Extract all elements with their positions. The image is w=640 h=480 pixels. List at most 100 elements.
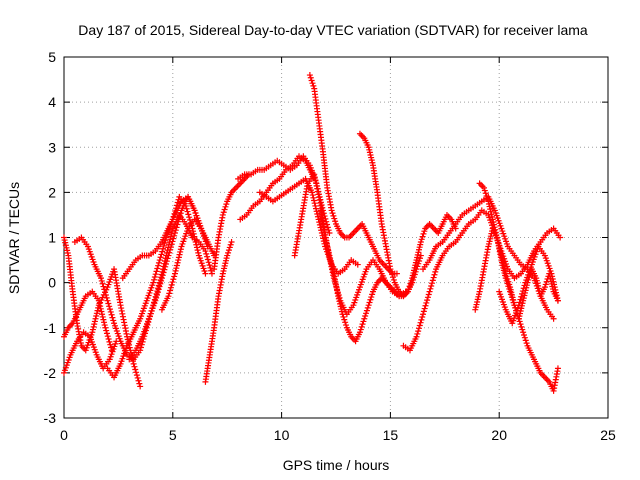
data-point	[324, 224, 331, 231]
data-point	[104, 333, 111, 340]
data-point	[191, 233, 198, 240]
data-point	[155, 286, 162, 293]
data-point	[366, 299, 373, 306]
data-point	[342, 319, 349, 326]
data-point	[326, 229, 333, 236]
data-point	[363, 310, 370, 317]
data-point	[167, 244, 174, 251]
data-point	[429, 277, 436, 284]
data-point	[480, 184, 487, 191]
series-track-17	[356, 130, 459, 300]
x-tick-label: 5	[169, 427, 177, 443]
data-point	[516, 299, 523, 306]
data-point	[425, 291, 432, 298]
series-track-02	[61, 329, 120, 376]
data-point	[415, 325, 422, 332]
data-point	[363, 307, 370, 314]
data-point	[418, 236, 425, 243]
y-tick-label: -1	[44, 320, 57, 336]
data-point	[404, 288, 411, 295]
data-point	[108, 347, 115, 354]
series-track-16	[317, 207, 424, 345]
data-point	[225, 247, 232, 254]
data-point	[154, 292, 161, 299]
data-point	[176, 251, 183, 258]
data-point	[175, 257, 182, 264]
data-point	[108, 311, 115, 318]
data-point	[541, 284, 548, 291]
data-point	[95, 297, 102, 304]
data-point	[177, 210, 184, 217]
data-point	[343, 322, 350, 329]
data-point	[368, 294, 375, 301]
data-point	[367, 296, 374, 303]
data-point	[158, 251, 165, 258]
data-point	[420, 308, 427, 315]
data-point	[135, 377, 142, 384]
data-point	[219, 211, 226, 218]
data-point	[416, 322, 423, 329]
data-points	[61, 72, 564, 394]
data-point	[160, 242, 167, 249]
data-point	[389, 271, 396, 278]
data-point	[93, 310, 100, 317]
data-point	[96, 300, 103, 307]
data-point	[98, 308, 105, 315]
data-point	[519, 290, 526, 297]
data-point	[101, 286, 108, 293]
data-point	[221, 206, 228, 213]
data-point	[158, 277, 165, 284]
data-point	[332, 218, 339, 225]
y-tick-label: 4	[48, 94, 56, 110]
data-point	[365, 302, 372, 309]
data-point	[133, 372, 140, 379]
data-point	[390, 274, 397, 281]
data-point	[554, 365, 561, 372]
data-point	[177, 246, 184, 253]
y-tick-label: 0	[48, 275, 56, 291]
data-point	[152, 271, 159, 278]
data-point	[99, 280, 106, 287]
data-point	[153, 294, 160, 301]
data-point	[155, 259, 162, 266]
data-point	[504, 276, 511, 283]
data-point	[207, 264, 214, 271]
data-point	[431, 271, 438, 278]
data-point	[417, 252, 424, 259]
data-point	[171, 229, 178, 236]
data-point	[103, 330, 110, 337]
data-point	[102, 292, 109, 299]
data-point	[224, 252, 231, 259]
data-point	[417, 239, 424, 246]
data-point	[172, 267, 179, 274]
data-point	[316, 219, 323, 226]
data-point	[354, 261, 361, 268]
data-point	[134, 374, 141, 381]
data-point	[192, 239, 199, 246]
data-point	[155, 262, 162, 269]
data-point	[551, 284, 558, 291]
data-point	[549, 273, 556, 280]
data-point	[390, 276, 397, 283]
data-point	[520, 285, 527, 292]
data-point	[167, 246, 174, 253]
data-point	[417, 319, 424, 326]
data-point	[311, 197, 318, 204]
data-point	[191, 236, 198, 243]
data-point	[313, 208, 320, 215]
data-point	[105, 300, 112, 307]
data-point	[312, 205, 319, 212]
data-point	[101, 322, 108, 329]
data-point	[220, 209, 227, 216]
x-tick-label: 15	[383, 427, 399, 443]
data-point	[151, 276, 158, 283]
data-point	[173, 224, 180, 231]
series-track-21	[472, 225, 561, 322]
data-point	[97, 305, 104, 312]
data-point	[166, 290, 173, 297]
y-axis-label: SDTVAR / TECUs	[6, 182, 22, 294]
data-point	[103, 294, 110, 301]
series-track-22	[496, 243, 561, 327]
data-point	[202, 270, 209, 277]
data-point	[184, 208, 191, 215]
